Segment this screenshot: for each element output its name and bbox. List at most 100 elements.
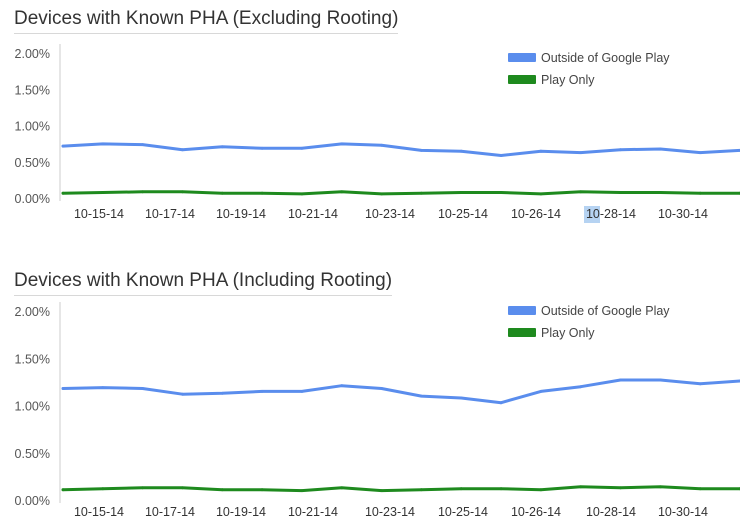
data-point: [220, 145, 224, 149]
x-tick-label: 10-30-14: [658, 207, 708, 221]
series-line-play-only: [61, 485, 740, 493]
x-tick-label: 10-28-14: [586, 505, 636, 519]
data-point: [698, 382, 702, 386]
x-tick-label: 10-15-14: [74, 505, 124, 519]
data-point: [579, 151, 583, 155]
x-tick-label: 10-19-14: [216, 207, 266, 221]
data-point: [260, 488, 264, 492]
x-tick-label: 10-26-14: [511, 505, 561, 519]
data-point: [698, 191, 702, 195]
data-point: [619, 378, 622, 382]
data-point: [181, 190, 184, 194]
x-tick-label: 10-25-14: [438, 505, 488, 519]
data-point: [579, 190, 583, 194]
data-point: [300, 192, 304, 196]
data-point: [619, 191, 622, 194]
chart-excluding-rooting: Devices with Known PHA (Excluding Rootin…: [14, 8, 740, 223]
data-point: [420, 191, 423, 195]
data-point: [459, 487, 463, 491]
data-point: [539, 149, 543, 153]
data-point: [300, 390, 304, 393]
data-point: [380, 192, 383, 196]
y-tick-label: 1.50%: [15, 352, 50, 366]
data-point: [698, 487, 702, 491]
legend-swatch: [508, 75, 536, 84]
chart-excluding-plot: 2.00% 1.50% 1.00% 0.50% 0.00% 10-15-14 10-17-1…: [15, 44, 740, 223]
data-point: [141, 143, 145, 147]
data-point: [141, 486, 145, 490]
y-tick-label: 1.50%: [15, 83, 50, 97]
y-tick-label: 0.50%: [15, 156, 50, 170]
data-point: [499, 191, 503, 194]
data-point: [101, 191, 105, 194]
y-tick-label: 2.00%: [15, 47, 50, 61]
data-point: [619, 148, 622, 152]
y-tick-label: 0.00%: [15, 494, 50, 508]
data-point: [61, 144, 65, 148]
legend-swatch: [508, 306, 536, 315]
y-tick-label: 2.00%: [15, 305, 50, 319]
chart-title: Devices with Known PHA (Excluding Rootin…: [14, 8, 399, 34]
y-tick-label: 0.50%: [15, 447, 50, 461]
data-point: [659, 191, 662, 194]
x-tick-label: 10-23-14: [365, 505, 415, 519]
data-point: [499, 154, 503, 157]
data-point: [619, 486, 622, 490]
data-point: [260, 146, 264, 150]
data-point: [539, 488, 543, 492]
data-point: [380, 387, 383, 390]
data-point: [220, 488, 224, 492]
data-point: [61, 387, 65, 390]
data-point: [499, 487, 503, 491]
data-point: [420, 394, 423, 398]
data-point: [260, 390, 264, 393]
x-tick-label: 10-28-14: [586, 207, 636, 221]
chart-title: Devices with Known PHA (Including Rootin…: [14, 270, 393, 296]
data-point: [220, 191, 224, 195]
data-point: [260, 191, 264, 195]
data-point: [220, 391, 224, 395]
data-point: [659, 147, 662, 151]
legend-label: Outside of Google Play: [541, 51, 670, 65]
data-point: [420, 488, 423, 492]
data-point: [141, 190, 145, 194]
legend-label: Play Only: [541, 326, 595, 340]
data-point: [300, 146, 304, 150]
tick-selection-highlight: [584, 206, 600, 223]
data-point: [340, 190, 344, 194]
legend-label: Outside of Google Play: [541, 304, 670, 318]
data-point: [340, 486, 344, 490]
data-point: [61, 191, 65, 195]
data-point: [380, 489, 383, 492]
data-point: [181, 392, 184, 396]
data-point: [300, 489, 304, 492]
data-point: [698, 151, 702, 155]
x-tick-label: 10-17-14: [145, 505, 195, 519]
x-tick-label: 10-23-14: [365, 207, 415, 221]
x-tick-label: 10-19-14: [216, 505, 266, 519]
y-tick-label: 1.00%: [15, 120, 50, 134]
x-tick-label: 10-25-14: [438, 207, 488, 221]
x-tick-label: 10-17-14: [145, 207, 195, 221]
data-point: [459, 149, 463, 153]
x-tick-label: 10-15-14: [74, 207, 124, 221]
chart-including-rooting: Devices with Known PHA (Including Rootin…: [0, 262, 740, 524]
series-line-outside: [61, 378, 740, 405]
data-point: [340, 384, 344, 388]
x-tick-label: 10-30-14: [658, 505, 708, 519]
data-point: [539, 192, 543, 196]
data-point: [659, 378, 662, 382]
data-point: [539, 390, 543, 393]
data-point: [181, 486, 184, 490]
series-line-outside: [61, 142, 740, 157]
data-point: [459, 396, 463, 400]
data-point: [499, 401, 503, 405]
data-point: [459, 191, 463, 194]
y-tick-label: 1.00%: [15, 400, 50, 414]
data-point: [659, 485, 662, 489]
data-point: [61, 488, 65, 492]
data-point: [340, 142, 344, 146]
chart-including-plot: 2.00% 1.50% 1.00% 0.50% 0.00% 10-15-14 10-17-1…: [15, 302, 740, 519]
data-point: [101, 142, 105, 146]
data-point: [101, 386, 105, 389]
